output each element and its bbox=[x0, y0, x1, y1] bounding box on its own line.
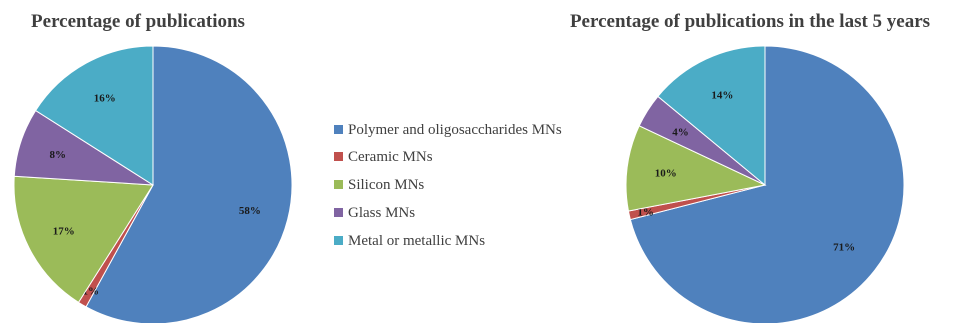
chart-2-slice-metal bbox=[657, 45, 766, 187]
legend-swatch-ceramic bbox=[334, 152, 343, 161]
legend-swatch-polymer bbox=[334, 125, 343, 134]
legend-swatch-silicon bbox=[334, 180, 343, 189]
chart-1-label-silicon: 17% bbox=[53, 225, 75, 237]
chart-2-pie: 71% 1% 10% 4% 14% bbox=[625, 45, 905, 323]
chart-1-pie: 58%1%17%8%16% bbox=[13, 45, 293, 323]
legend-label-glass: Glass MNs bbox=[348, 205, 415, 221]
chart-2-label-polymer: 71% bbox=[833, 241, 855, 253]
chart-2-label-silicon: 10% bbox=[655, 168, 677, 180]
legend: Polymer and oligosaccharides MNs Ceramic… bbox=[334, 122, 562, 249]
chart-1-label-glass: 8% bbox=[50, 149, 67, 161]
legend-swatch-metal bbox=[334, 236, 343, 245]
legend-label-metal: Metal or metallic MNs bbox=[348, 233, 485, 249]
chart-2-label-ceramic: 1% bbox=[637, 207, 654, 219]
chart-1-label-polymer: 58% bbox=[239, 205, 261, 217]
chart-1-title: Percentage of publications bbox=[31, 11, 245, 32]
chart-2-label-metal: 14% bbox=[711, 89, 733, 101]
chart-1-slice-silicon bbox=[13, 175, 154, 304]
chart-2-label-glass: 4% bbox=[672, 126, 689, 138]
legend-swatch-glass bbox=[334, 208, 343, 217]
legend-label-ceramic: Ceramic MNs bbox=[348, 149, 433, 165]
chart-2-slice-polymer bbox=[629, 45, 905, 323]
chart-1-label-metal: 16% bbox=[94, 92, 116, 104]
chart-1-slice-metal bbox=[34, 45, 154, 186]
legend-label-silicon: Silicon MNs bbox=[348, 177, 424, 193]
chart-2-slice-silicon bbox=[625, 125, 767, 212]
legend-label-polymer: Polymer and oligosaccharides MNs bbox=[348, 122, 562, 138]
chart-2-title: Percentage of publications in the last 5… bbox=[570, 11, 930, 32]
chart-1-slice-polymer bbox=[85, 45, 293, 323]
